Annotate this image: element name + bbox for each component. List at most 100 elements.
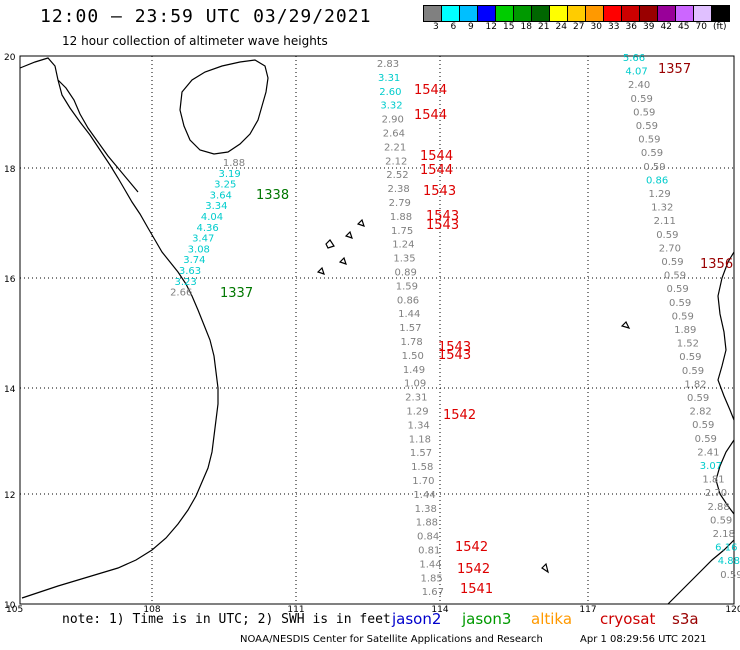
legend-label: 6 — [450, 22, 457, 32]
legend-altika: altika — [531, 610, 573, 628]
wave-height-value: 2.70 — [705, 488, 727, 499]
legend-label: 33 — [608, 22, 620, 32]
pass-label: 1544 — [414, 83, 447, 98]
wave-height-value: 0.59 — [679, 352, 701, 363]
wave-height-value: 0.86 — [646, 175, 668, 186]
color-scale-legend — [423, 5, 730, 22]
wave-height-value: 1.70 — [412, 476, 434, 487]
wave-height-value: 0.59 — [692, 420, 714, 431]
legend-label: 45 — [678, 22, 690, 32]
wave-height-value: 1.88 — [416, 518, 438, 529]
wave-height-value: 2.66 — [170, 288, 192, 299]
wave-height-value: 1.57 — [410, 448, 432, 459]
wave-height-value: 5.66 — [623, 53, 645, 64]
wave-height-value: 0.59 — [641, 148, 663, 159]
lat-tick-label: 16 — [4, 275, 16, 285]
wave-height-value: 1.81 — [702, 475, 724, 486]
lat-tick-label: 20 — [4, 53, 16, 63]
wave-height-value: 0.59 — [695, 434, 717, 445]
wave-height-value: 6.16 — [715, 543, 737, 554]
legend-label: 21 — [538, 22, 550, 32]
legend-label: 12 — [485, 22, 497, 32]
lon-tick-label: 117 — [579, 605, 596, 615]
pass-label: 1543 — [426, 218, 459, 233]
wave-height-value: 2.21 — [384, 142, 406, 153]
pass-label: 1542 — [457, 562, 490, 577]
wave-height-value: 1.44 — [419, 559, 441, 570]
map-title: 12:00 – 23:59 UTC 03/29/2021 — [40, 6, 372, 27]
wave-height-value: 4.07 — [625, 67, 647, 78]
philippines-coast — [717, 251, 735, 421]
wave-height-value: 1.88 — [390, 212, 412, 223]
legend-label: 36 — [625, 22, 637, 32]
pass-label-1338: 1338 — [256, 188, 289, 203]
pass-label: 1542 — [443, 408, 476, 423]
wave-height-value: 1.85 — [421, 573, 443, 584]
paracel-islands — [316, 218, 365, 275]
wave-height-value: 0.59 — [710, 515, 732, 526]
legend-label: 24 — [555, 22, 567, 32]
legend-label: 9 — [468, 22, 474, 32]
legend-jason2: jason2 — [392, 610, 442, 628]
wave-height-value: 0.59 — [631, 94, 653, 105]
legend-s3a: s3a — [672, 610, 699, 628]
wave-height-value: 1.24 — [392, 240, 414, 251]
pass-label: 1544 — [420, 163, 453, 178]
wave-height-value: 3.64 — [210, 190, 232, 201]
wave-height-value: 2.41 — [697, 447, 719, 458]
wave-height-value: 1.82 — [684, 379, 706, 390]
wave-height-value: 4.04 — [201, 212, 223, 223]
wave-height-value: 3.23 — [174, 277, 196, 288]
wave-height-value: 1.29 — [406, 407, 428, 418]
legend-label: 15 — [503, 22, 515, 32]
lat-lon-grid — [20, 56, 734, 604]
wave-height-value: 1.44 — [398, 309, 420, 320]
wave-height-value: 1.49 — [403, 365, 425, 376]
wave-height-value: 0.84 — [417, 532, 439, 543]
legend-label: 42 — [660, 22, 672, 32]
legend-label: 39 — [643, 22, 655, 32]
wave-height-value: 3.19 — [218, 169, 240, 180]
wave-height-value: 1.09 — [404, 379, 426, 390]
credit-line: NOAA/NESDIS Center for Satellite Applica… — [240, 634, 543, 645]
wave-height-value: 2.88 — [707, 502, 729, 513]
wave-height-value: 0.59 — [643, 162, 665, 173]
wave-height-value: 0.59 — [669, 298, 691, 309]
wave-height-value: 0.59 — [638, 135, 660, 146]
wave-height-value: 0.59 — [661, 257, 683, 268]
wave-height-value: 1.59 — [396, 281, 418, 292]
wave-height-value: 3.31 — [378, 73, 400, 84]
mindoro-coast — [715, 439, 735, 515]
pass-label-1356: 1356 — [700, 257, 733, 272]
wave-height-value: 3.74 — [183, 255, 205, 266]
units-note: note: 1) Time is in UTC; 2) SWH is in fe… — [62, 612, 391, 627]
wave-height-value: 0.59 — [672, 311, 694, 322]
wave-height-value: 4.36 — [196, 223, 218, 234]
legend-label: 3 — [433, 22, 439, 32]
legend-label: 30 — [590, 22, 602, 32]
wave-height-value: 4.88 — [718, 556, 740, 567]
wave-height-value: 0.59 — [636, 121, 658, 132]
wave-height-value: 1.32 — [651, 203, 673, 214]
legend-cryosat: cryosat — [600, 610, 656, 628]
wave-height-value: 2.12 — [385, 156, 407, 167]
legend-jason3: jason3 — [462, 610, 512, 628]
wave-height-value: 2.11 — [654, 216, 676, 227]
wave-height-value: 1.88 — [223, 158, 245, 169]
wave-height-value: 2.82 — [690, 407, 712, 418]
pass-label: 1543 — [423, 184, 456, 199]
wave-height-value: 2.90 — [382, 115, 404, 126]
wave-height-value: 1.44 — [413, 490, 435, 501]
wave-height-value: 3.34 — [205, 201, 227, 212]
pass-label: 1543 — [438, 340, 471, 355]
wave-height-value: 1.57 — [399, 323, 421, 334]
wave-height-value: 2.79 — [389, 198, 411, 209]
pass-label: 1544 — [414, 108, 447, 123]
wave-height-value: 1.35 — [393, 254, 415, 265]
lon-tick-label: 114 — [431, 605, 448, 615]
tonkin-coast — [57, 79, 139, 193]
wave-height-value: 3.32 — [380, 101, 402, 112]
lat-tick-label: 14 — [4, 385, 16, 395]
pass-label: 1544 — [420, 149, 453, 164]
